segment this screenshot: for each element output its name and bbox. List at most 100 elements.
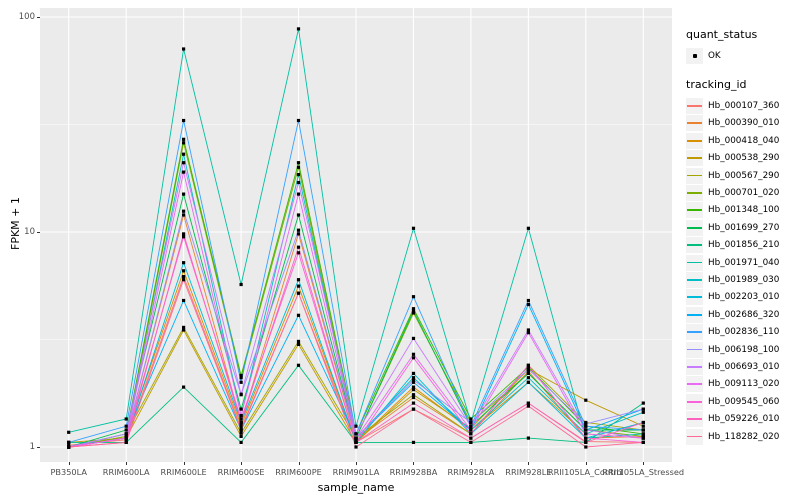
data-point [124, 440, 128, 444]
data-point [526, 369, 530, 373]
data-point [526, 404, 530, 408]
legend-item-label: Hb_000538_290 [708, 153, 780, 164]
data-point [239, 428, 243, 432]
data-point [354, 424, 358, 428]
legend-key-swatch [686, 289, 703, 306]
data-point [584, 432, 588, 436]
x-tick-mark [413, 462, 415, 465]
line-swatch-icon [687, 296, 702, 299]
x-tick-label: RRIM600LA [102, 467, 150, 477]
legend-key-swatch [686, 428, 703, 445]
legend-item-Hb_006693_010: Hb_006693_010 [686, 358, 800, 375]
data-point [469, 424, 473, 428]
x-tick-mark [643, 462, 645, 465]
data-point [296, 363, 301, 367]
data-point [469, 440, 473, 444]
legend-quant-title: quant_status [686, 28, 758, 41]
legend-key-swatch [686, 393, 703, 410]
legend-item-Hb_009113_020: Hb_009113_020 [686, 376, 800, 393]
x-tick-label: RRII105LA_Control [547, 467, 624, 477]
legend-item-Hb_006198_100: Hb_006198_100 [686, 341, 800, 358]
x-tick-mark [585, 462, 587, 465]
data-point [67, 445, 71, 449]
legend-item-Hb_001348_100: Hb_001348_100 [686, 202, 800, 219]
data-point [239, 282, 243, 287]
data-point [239, 420, 243, 425]
data-point [239, 414, 243, 418]
x-axis-title: sample_name [317, 481, 395, 494]
data-point [182, 325, 186, 329]
data-point [124, 432, 128, 436]
data-point [182, 137, 186, 141]
data-point [67, 440, 71, 444]
data-point [182, 141, 186, 145]
legend-item-label: Hb_006693_010 [708, 361, 780, 372]
data-point [526, 376, 530, 380]
data-point [182, 328, 186, 332]
line-swatch-icon [687, 435, 702, 438]
data-point [124, 438, 128, 442]
data-point [296, 173, 301, 177]
data-point [526, 363, 530, 367]
legend-item-Hb_002836_110: Hb_002836_110 [686, 323, 800, 341]
data-point [67, 430, 71, 434]
x-tick-mark [298, 462, 300, 465]
data-point [182, 152, 186, 156]
data-point [296, 180, 301, 185]
data-point [182, 269, 186, 273]
legend-key-swatch [686, 219, 703, 236]
point-swatch-icon [692, 53, 697, 58]
legend-key-swatch [686, 376, 703, 393]
data-point [239, 434, 243, 438]
legend-item-label: Hb_009545_060 [708, 396, 780, 407]
x-tick-mark [356, 462, 357, 465]
data-point [411, 352, 416, 356]
legend-item-label: OK [708, 50, 721, 61]
legend-item-label: Hb_000107_360 [708, 101, 780, 112]
data-point [641, 407, 645, 411]
data-point [239, 376, 243, 380]
legend-item-Hb_009545_060: Hb_009545_060 [686, 393, 800, 410]
x-tick-label: RRIM901LA [332, 467, 380, 477]
data-point [641, 432, 645, 436]
legend-key-swatch [686, 271, 703, 288]
data-point [182, 298, 186, 303]
legend-key-swatch [686, 98, 703, 115]
legend-item-Hb_000567_290: Hb_000567_290 [686, 167, 800, 184]
data-point [296, 232, 301, 236]
data-point [584, 445, 588, 449]
x-tick-mark [528, 462, 530, 465]
x-tick-label: RRII105LA_Stressed [602, 467, 685, 477]
legend-item-Hb_000107_360: Hb_000107_360 [686, 97, 800, 115]
data-point [641, 424, 645, 428]
data-point [354, 438, 358, 442]
legend-key-swatch [686, 237, 703, 254]
data-point [124, 436, 128, 440]
data-point [124, 428, 128, 432]
legend-key-swatch [686, 341, 703, 358]
data-point [67, 443, 71, 447]
legend-item-Hb_000418_040: Hb_000418_040 [686, 132, 800, 149]
data-point [411, 401, 416, 405]
data-point [526, 226, 530, 230]
data-point [296, 251, 301, 255]
data-point [641, 410, 645, 414]
legend-item-label: Hb_002686_320 [708, 309, 780, 320]
data-point [182, 275, 186, 279]
legend-item-Hb_002686_320: Hb_002686_320 [686, 306, 800, 323]
legend-key-swatch [686, 132, 703, 149]
data-point [641, 436, 645, 440]
legend-item-label: Hb_059226_010 [708, 414, 780, 425]
data-point [239, 417, 243, 421]
data-point [296, 278, 301, 282]
x-tick-label: RRIM600LE [160, 467, 207, 477]
legend-key-swatch [686, 358, 703, 375]
legend-item-label: Hb_001971_040 [708, 257, 780, 268]
data-point [182, 170, 186, 174]
data-point [182, 235, 186, 239]
data-point [296, 27, 301, 31]
line-swatch-icon [687, 365, 702, 368]
legend-key-swatch [686, 185, 703, 202]
data-point [641, 420, 645, 425]
data-point [354, 440, 358, 444]
